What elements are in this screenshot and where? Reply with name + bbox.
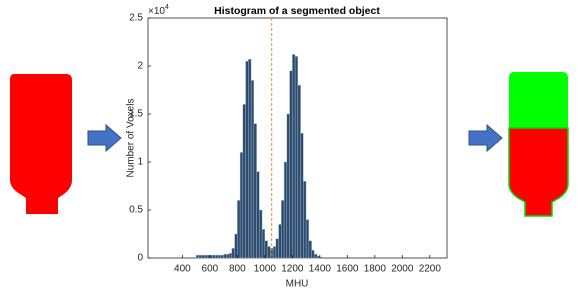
- plot-area: 0 0.5 1 1.5 2 2.5 400 600 800 1000 1200 1400 1600 180…: [129, 13, 448, 275]
- x-tick-label: 1200: [281, 264, 304, 275]
- bar: [237, 200, 241, 259]
- bar: [215, 254, 219, 259]
- bar: [261, 228, 266, 259]
- y-axis-label: Number of Voxels: [126, 99, 137, 178]
- bar: [198, 254, 202, 259]
- bar: [281, 200, 285, 259]
- x-tick-label: 400: [174, 264, 191, 275]
- bar: [201, 254, 205, 259]
- x-tick-label: 1800: [364, 264, 387, 275]
- bar: [289, 70, 293, 259]
- bar: [308, 240, 312, 259]
- segment-upper: [509, 72, 568, 128]
- x-tick-label: 2000: [391, 264, 414, 275]
- bar: [256, 171, 260, 259]
- bar: [223, 253, 227, 259]
- arrow: [468, 123, 503, 153]
- bar: [242, 104, 246, 259]
- y-tick-label: 1.5: [129, 109, 143, 120]
- bar: [314, 253, 318, 259]
- bar: [319, 256, 323, 259]
- x-tick-label: 800: [229, 264, 246, 275]
- y-tick-label: 0: [137, 253, 143, 264]
- y-tick-label: 2: [137, 61, 143, 72]
- y-multiplier-base: ×10: [148, 6, 165, 17]
- bar: [294, 56, 299, 259]
- x-tick-label: 1600: [336, 264, 359, 275]
- bar: [234, 233, 238, 259]
- bar: [220, 254, 224, 259]
- bar: [245, 61, 249, 259]
- bar: [204, 254, 208, 259]
- bar: [226, 253, 230, 259]
- bar: [264, 240, 268, 259]
- x-tick-label: 2200: [419, 264, 442, 275]
- bar: [292, 54, 296, 259]
- segment-lower: [508, 127, 569, 217]
- bar: [217, 254, 222, 259]
- x-tick-label: 1000: [254, 264, 277, 275]
- bar: [311, 250, 315, 259]
- bar: [206, 254, 211, 259]
- bar: [300, 132, 304, 259]
- y-tick-label: 2.5: [129, 13, 143, 24]
- bar: [283, 161, 288, 259]
- y-tick-label: 1: [137, 157, 143, 168]
- bar: [272, 246, 277, 259]
- bar: [239, 152, 244, 259]
- chart-title: Histogram of a segmented object: [214, 5, 380, 17]
- bar: [248, 59, 252, 259]
- x-axis-label: MHU: [286, 279, 309, 290]
- bar: [278, 224, 282, 259]
- bar: [303, 180, 307, 259]
- bar: [231, 248, 235, 259]
- bar: [253, 123, 257, 259]
- bar: [267, 246, 271, 259]
- x-tick-label: 1400: [309, 264, 332, 275]
- arrow: [87, 123, 122, 153]
- segmented-object: [10, 74, 72, 214]
- bar: [316, 255, 321, 259]
- x-tick-label: 600: [202, 264, 219, 275]
- bar: [212, 254, 216, 259]
- bar: [259, 209, 263, 259]
- y-multiplier-exp: 4: [165, 4, 169, 11]
- bar: [275, 238, 279, 259]
- bar: [209, 254, 213, 259]
- y-tick-label: 0.5: [129, 205, 143, 216]
- bar: [305, 219, 310, 259]
- bar: [228, 252, 233, 259]
- bar: [195, 254, 200, 259]
- bar: [297, 84, 301, 259]
- y-multiplier: ×104: [148, 4, 169, 17]
- bar: [286, 113, 290, 259]
- bar: [250, 80, 255, 259]
